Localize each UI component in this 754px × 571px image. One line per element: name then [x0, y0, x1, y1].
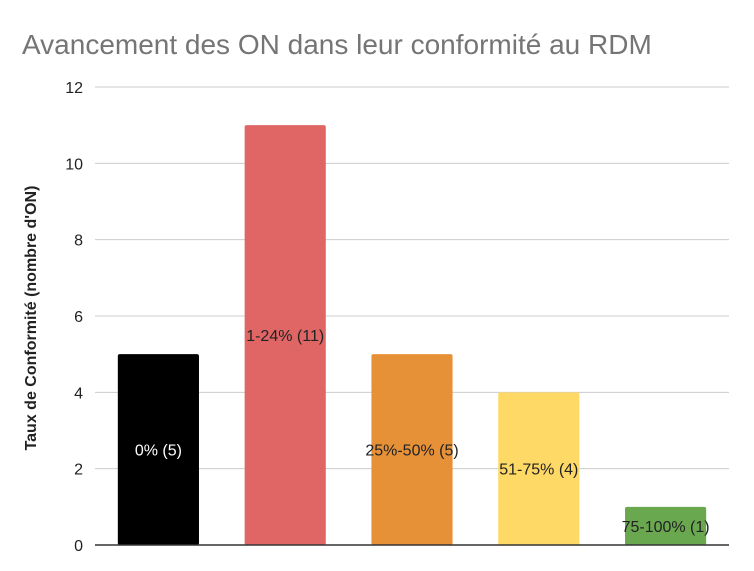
bar-4	[498, 392, 580, 545]
y-tick-label: 2	[74, 462, 83, 479]
bar-data-label-2: 1-24% (11)	[246, 328, 324, 345]
y-tick-label: 4	[74, 385, 83, 402]
chart-title: Avancement des ON dans leur conformité a…	[22, 29, 652, 60]
y-tick-label: 0	[74, 538, 83, 555]
y-tick-label: 6	[74, 309, 83, 326]
bar-data-label-5: 75-100% (1)	[622, 519, 710, 536]
bar-1	[117, 354, 199, 545]
bar-data-label-3: 25%-50% (5)	[365, 443, 458, 460]
bar-data-label-4: 51-75% (4)	[499, 462, 578, 479]
bar-3	[371, 354, 453, 545]
bar-5	[625, 506, 707, 545]
y-axis-label: Taux de Conformité (nombre d'ON)	[23, 186, 40, 451]
y-tick-label: 10	[65, 156, 83, 173]
y-tick-label: 12	[65, 80, 83, 97]
y-tick-label: 8	[74, 233, 83, 250]
bar-2	[244, 125, 326, 546]
data-labels-layer: 0% (5) 1-24% (11) 25%-50% (5) 51-75% (4) 75-…	[135, 328, 710, 536]
bars-layer	[117, 125, 707, 546]
bar-data-label-1: 0% (5)	[135, 443, 182, 460]
